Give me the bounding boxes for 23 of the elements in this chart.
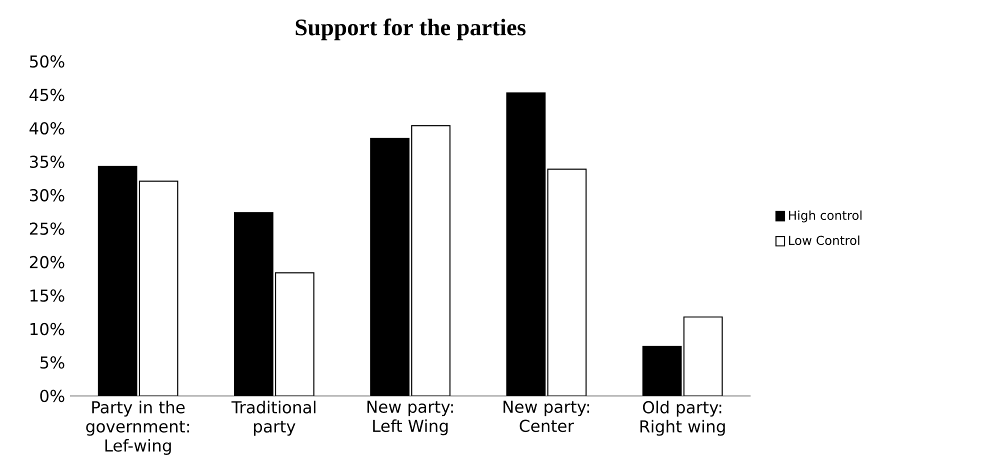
y-tick-label: 45% [30,88,64,102]
bar [683,316,723,396]
y-tick-label: 5% [40,356,64,369]
y-tick-label: 50% [30,55,64,68]
x-tick-label: New party: Left Wing [367,400,453,436]
y-tick-label: 0% [40,390,64,402]
y-tick-label: 25% [30,222,64,235]
bar [547,168,587,396]
x-tick-label: Party in the government: Lef-wing [86,400,189,455]
legend-label: Low Control [789,236,860,246]
chart-title: Support for the parties [296,18,526,40]
x-tick-label: New party: Center [504,400,589,432]
y-tick-label: 20% [30,256,64,268]
y-tick-label: 10% [30,322,64,336]
y-tick-label: 35% [30,156,64,168]
x-tick-label: Old party: Right wing [640,400,725,436]
bar [506,92,546,396]
y-tick-label: 15% [30,289,64,302]
y-tick-label: 40% [30,122,64,135]
legend-label: High control [789,210,862,222]
y-tick-label: 30% [30,189,64,202]
x-tick-label: Traditional party [231,400,316,436]
bar [642,346,682,396]
